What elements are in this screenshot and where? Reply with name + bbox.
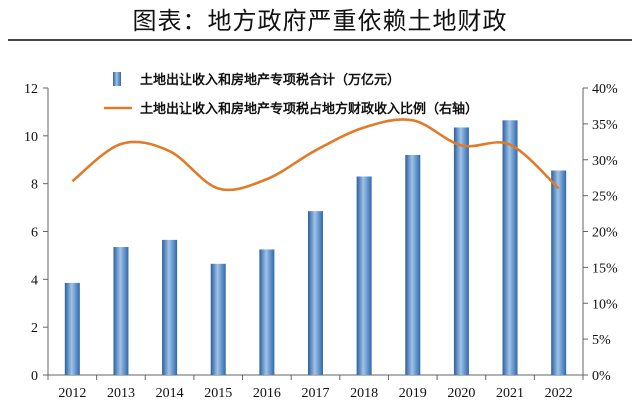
left-tick-label: 10 (24, 130, 38, 145)
x-tick-label: 2021 (496, 386, 524, 401)
x-tick-label: 2014 (156, 386, 184, 401)
x-tick-label: 2015 (204, 386, 232, 401)
x-tick-label: 2019 (399, 386, 427, 401)
x-tick-label: 2020 (447, 386, 475, 401)
right-tick-label: 30% (592, 154, 618, 169)
left-tick-labels: 0 2 4 6 8 10 12 (24, 82, 38, 384)
legend-bar-label: 土地出让收入和房地产专项税合计（万亿元） (140, 72, 400, 88)
right-tick-label: 40% (592, 82, 618, 97)
bar (308, 211, 323, 375)
left-tick-label: 8 (31, 178, 38, 193)
bar (259, 249, 275, 375)
right-tick-labels: 0% 5% 10% 15% 20% 25% 30% 35% 40% (592, 82, 618, 384)
left-tick-label: 4 (31, 273, 38, 288)
right-tick-label: 10% (592, 297, 618, 312)
left-tick-label: 6 (31, 226, 38, 241)
legend-line-label: 土地出让收入和房地产专项税占地方财政收入比例（右轴） (140, 101, 478, 117)
right-tick-label: 20% (592, 226, 618, 241)
right-tick-label: 0% (592, 369, 611, 384)
x-tick-label: 2012 (58, 386, 86, 401)
bar (502, 120, 518, 375)
left-tick-label: 2 (31, 321, 38, 336)
bar (356, 176, 372, 375)
bar (162, 239, 178, 375)
x-tick-labels: 2012 2013 2014 2015 2016 2017 2018 2019 2020 2021… (58, 386, 572, 401)
bar (64, 282, 80, 375)
ratio-line (71, 118, 560, 192)
right-tick-label: 15% (592, 261, 618, 276)
left-tick-label: 12 (24, 82, 38, 97)
x-tick-label: 2017 (302, 386, 330, 401)
chart-title: 图表：地方政府严重依赖土地财政 (132, 7, 508, 35)
right-tick-label: 25% (592, 190, 618, 205)
bar-series (64, 120, 567, 376)
bar (551, 170, 567, 375)
x-tick-label: 2016 (253, 386, 281, 401)
x-tick-label: 2013 (107, 386, 135, 401)
bar (210, 263, 226, 375)
x-tick-label: 2022 (545, 386, 573, 401)
legend: 土地出让收入和房地产专项税合计（万亿元） 土地出让收入和房地产专项税占地方财政收入… (104, 72, 478, 117)
right-tick-label: 35% (592, 118, 618, 133)
x-tick-label: 2018 (350, 386, 378, 401)
bar (405, 154, 421, 375)
line-series (71, 118, 560, 192)
left-tick-label: 0 (31, 369, 38, 384)
bar (453, 127, 469, 376)
legend-bar-swatch (113, 72, 121, 86)
right-tick-label: 5% (592, 333, 611, 348)
title-underline (8, 39, 632, 41)
bar (113, 247, 129, 375)
